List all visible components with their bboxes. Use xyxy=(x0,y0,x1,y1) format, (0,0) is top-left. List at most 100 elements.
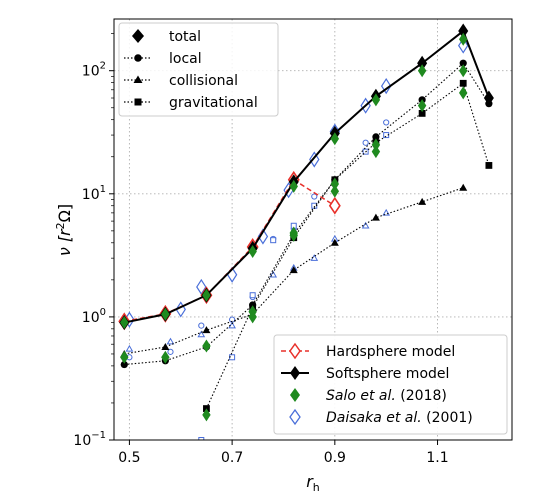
salo-point xyxy=(248,244,257,258)
series-layer xyxy=(118,23,494,440)
collisional-point xyxy=(330,238,339,246)
daisaka-local-point xyxy=(167,348,174,355)
local-point xyxy=(372,133,380,141)
salo-point xyxy=(120,350,129,364)
daisaka-local-point xyxy=(383,119,390,126)
salo-point xyxy=(371,138,381,152)
daisaka-total-point xyxy=(196,278,207,296)
collisional-line xyxy=(124,187,464,355)
legend-local-label: local xyxy=(169,51,202,67)
daisaka-gravitational-point xyxy=(249,292,256,299)
y-tick-label: 101 xyxy=(82,184,106,203)
legend-entry-hardsphere: Hardsphere model xyxy=(281,342,455,360)
daisaka-gravitational-point xyxy=(198,437,205,440)
total-point xyxy=(483,90,494,106)
salo-point xyxy=(330,184,340,198)
collisional-point xyxy=(418,197,427,205)
salo-point xyxy=(459,32,468,46)
legend-daisaka-label: Daisaka et al. (2001) xyxy=(326,410,473,426)
legend-gravitational-marker xyxy=(134,98,142,106)
salo-point xyxy=(248,310,257,324)
softsphere-line xyxy=(124,29,490,324)
legend-total-marker xyxy=(132,29,144,43)
daisaka-local-point xyxy=(362,139,369,146)
total-point xyxy=(417,55,428,71)
ticks-layer: 0.5 0.7 0.9 1.1 10−1 100 101 102 xyxy=(73,33,449,466)
legend-salo-marker xyxy=(290,388,300,402)
salo-point xyxy=(330,132,340,146)
legend-entry-total: total xyxy=(132,29,201,45)
local-point xyxy=(120,360,128,369)
legend-lower: Hardsphere model Softsphere model Salo e… xyxy=(273,334,508,435)
daisaka-collisional-point xyxy=(125,344,134,352)
collisional-point xyxy=(371,213,380,221)
salo-point xyxy=(459,86,468,100)
hardsphere-line xyxy=(124,178,336,323)
legend-upper-box xyxy=(118,22,279,117)
legend-entry-collisional: collisional xyxy=(124,73,238,89)
daisaka-gravitational-point xyxy=(270,237,277,244)
daisaka-local-point xyxy=(198,322,205,329)
daisaka-collisional-point xyxy=(228,321,236,329)
daisaka-collisional-point xyxy=(166,337,175,345)
gravitational-line xyxy=(205,82,490,409)
legend-upper: total local collisional gravitational xyxy=(118,22,279,117)
salo-point xyxy=(417,64,427,78)
legend-salo-label: Salo et al. (2018) xyxy=(326,388,447,404)
local-point xyxy=(459,59,467,67)
legend-daisaka-marker xyxy=(289,408,301,426)
gravitational-point xyxy=(485,162,493,169)
gravitational-point xyxy=(418,109,426,117)
salo-point xyxy=(459,64,468,78)
x-tick-label: 1.1 xyxy=(426,450,448,466)
total-point xyxy=(458,23,469,39)
collisional-point xyxy=(161,342,170,350)
x-tick-label: 0.9 xyxy=(324,450,346,466)
legend-entry-softsphere: Softsphere model xyxy=(281,366,449,382)
y-tick-label: 10−1 xyxy=(73,430,106,449)
legend-collisional-marker xyxy=(133,75,143,83)
x-axis-label: rh xyxy=(306,472,320,494)
legend-entry-local: local xyxy=(124,51,202,67)
salo-point xyxy=(161,307,170,321)
legend-lower-box xyxy=(273,334,508,435)
legend-entry-gravitational: gravitational xyxy=(124,95,258,111)
daisaka-collisional-point xyxy=(197,330,206,338)
salo-point xyxy=(289,226,298,240)
salo-point xyxy=(417,99,427,113)
legend-collisional-label: collisional xyxy=(169,73,238,89)
y-tick-label: 102 xyxy=(82,61,106,80)
daisaka-collisional-point xyxy=(361,221,370,229)
salo-point xyxy=(371,93,381,107)
salo-point xyxy=(289,179,298,193)
daisaka-local-point xyxy=(311,193,318,200)
plot-frame xyxy=(113,18,513,441)
salo-point xyxy=(202,288,211,302)
legend-softsphere-marker xyxy=(290,366,300,380)
x-tick-label: 0.5 xyxy=(118,450,140,466)
legend-entry-daisaka: Daisaka et al. (2001) xyxy=(289,408,473,426)
salo-point xyxy=(371,145,381,159)
y-tick-label: 100 xyxy=(82,307,106,326)
salo-point xyxy=(202,339,211,353)
legend-gravitational-label: gravitational xyxy=(169,95,258,111)
collisional-point xyxy=(289,266,298,274)
salo-point xyxy=(202,408,211,422)
salo-point xyxy=(330,177,340,191)
legend-hardsphere-label: Hardsphere model xyxy=(326,344,455,360)
legend-entry-salo: Salo et al. (2018) xyxy=(290,388,447,404)
collisional-point xyxy=(202,326,211,334)
legend-hardsphere-marker xyxy=(289,342,301,360)
local-line xyxy=(124,62,490,366)
salo-point xyxy=(120,316,129,330)
collisional-point xyxy=(459,183,468,191)
salo-point xyxy=(161,350,170,364)
legend-total-label: total xyxy=(169,29,201,45)
hardsphere-point xyxy=(328,196,341,215)
y-axis-label: ν [r2Ω] xyxy=(54,204,74,256)
gravitational-point xyxy=(459,79,467,87)
legend-softsphere-label: Softsphere model xyxy=(326,366,449,382)
legend-local-marker xyxy=(134,54,142,62)
x-tick-label: 0.7 xyxy=(221,450,243,466)
